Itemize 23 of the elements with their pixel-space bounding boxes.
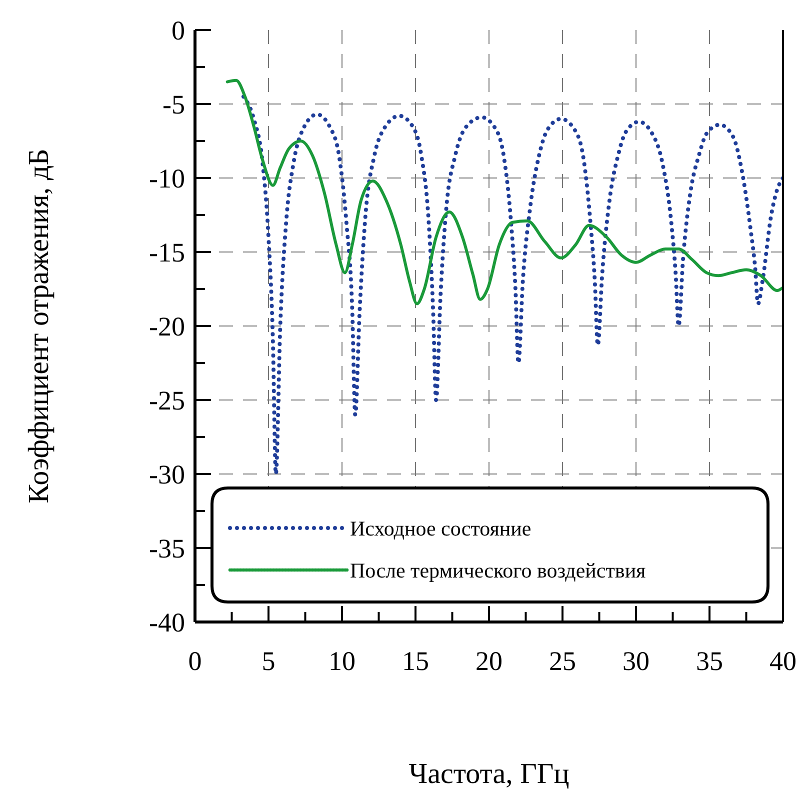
y-tick-label: -15 (149, 237, 185, 268)
x-tick-label: 15 (402, 646, 429, 676)
y-tick-label: -10 (149, 163, 185, 194)
x-tick-label: 25 (549, 646, 576, 676)
y-tick-label: -40 (149, 607, 185, 638)
x-tick-label: 10 (328, 646, 356, 676)
y-tick-label: -20 (149, 311, 185, 342)
x-tick-label: 5 (262, 646, 276, 676)
legend-label: Исходное состояние (350, 516, 532, 540)
x-tick-label: 20 (476, 646, 502, 676)
y-tick-label: -30 (149, 459, 185, 490)
x-axis-title: Частота, ГГц (408, 758, 570, 790)
line-series (242, 94, 783, 476)
y-tick-label: 0 (172, 15, 185, 46)
y-axis-title: Коэффициент отражения, дБ (23, 148, 55, 504)
x-tick-label: 35 (696, 646, 723, 676)
y-tick-label: -25 (149, 385, 185, 416)
y-tick-label: -5 (162, 89, 185, 120)
x-tick-label: 30 (622, 646, 650, 676)
line-series (226, 78, 783, 306)
y-tick-label: -35 (149, 533, 185, 564)
legend-label: После термического воздействия (350, 558, 646, 582)
x-tick-label: 40 (770, 646, 796, 676)
